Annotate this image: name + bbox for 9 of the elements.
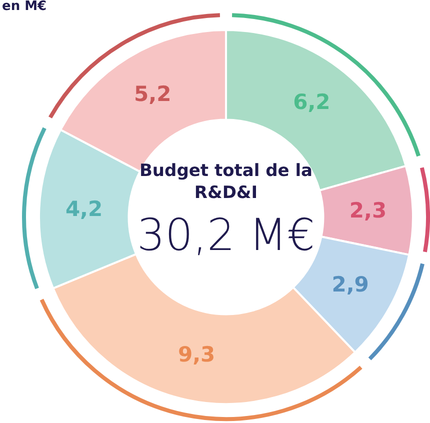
text: Budget total de la R&D&I bbox=[138, 160, 314, 204]
text: 30,2 M€ bbox=[136, 210, 316, 261]
data-label: 6,2 bbox=[293, 90, 330, 114]
chart-title: en M€ bbox=[2, 0, 47, 14]
data-label: 5,2 bbox=[134, 82, 172, 106]
data-label: 4,2 bbox=[65, 196, 103, 221]
data-label: 2,3 bbox=[349, 198, 387, 222]
data-label: 2,9 bbox=[332, 272, 369, 296]
data-label: 9,3 bbox=[178, 342, 216, 366]
